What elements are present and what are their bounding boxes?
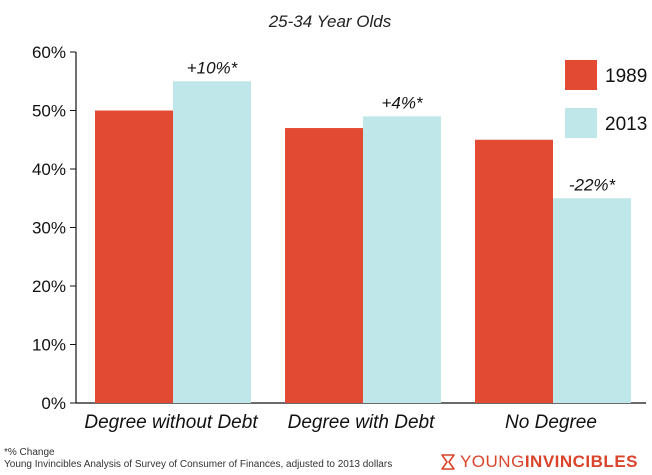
x-tick-label: Degree without Debt <box>84 412 258 433</box>
bar-1989-0 <box>95 110 173 403</box>
change-annotation: -22%* <box>569 175 617 194</box>
hourglass-icon <box>441 454 455 470</box>
x-axis: Degree without Debt Degree with Debt No De… <box>84 412 597 433</box>
y-tick-label: 20% <box>32 277 66 296</box>
y-tick-label: 0% <box>41 394 66 413</box>
bar-2013-2 <box>553 198 631 403</box>
footnote: *% Change <box>4 447 55 458</box>
y-tick-label: 10% <box>32 336 66 355</box>
young-invincibles-logo: YOUNG INVINCIBLES <box>440 452 638 472</box>
y-tick-label: 60% <box>32 43 66 62</box>
bar-2013-0 <box>173 81 251 403</box>
bar-1989-1 <box>285 128 363 404</box>
source-note: Young Invincibles Analysis of Survey of … <box>4 459 393 470</box>
logo-text-invincibles: INVINCIBLES <box>524 452 638 471</box>
x-tick-label: Degree with Debt <box>288 412 436 433</box>
legend-label-2013: 2013 <box>605 114 647 135</box>
bar-2013-1 <box>363 116 441 403</box>
logo-text-young: YOUNG <box>459 452 525 471</box>
legend: 1989 2013 <box>565 60 647 138</box>
chart-title: 25-34 Year Olds <box>268 12 392 31</box>
y-tick-label: 50% <box>32 102 66 121</box>
bar-1989-2 <box>475 139 553 403</box>
change-annotation: +10%* <box>187 58 239 77</box>
legend-swatch-1989 <box>565 60 597 90</box>
bar-chart: 25-34 Year Olds 0% 10% 20% 30% 40% 50% 60% +10… <box>32 12 647 433</box>
x-tick-label: No Degree <box>505 412 597 433</box>
y-tick-label: 30% <box>32 219 66 238</box>
bars <box>95 81 631 404</box>
legend-label-1989: 1989 <box>605 66 647 87</box>
legend-swatch-2013 <box>565 108 597 138</box>
annotations: +10%* +4%* -22%* <box>187 58 617 194</box>
y-tick-label: 40% <box>32 160 66 179</box>
change-annotation: +4%* <box>381 93 423 112</box>
